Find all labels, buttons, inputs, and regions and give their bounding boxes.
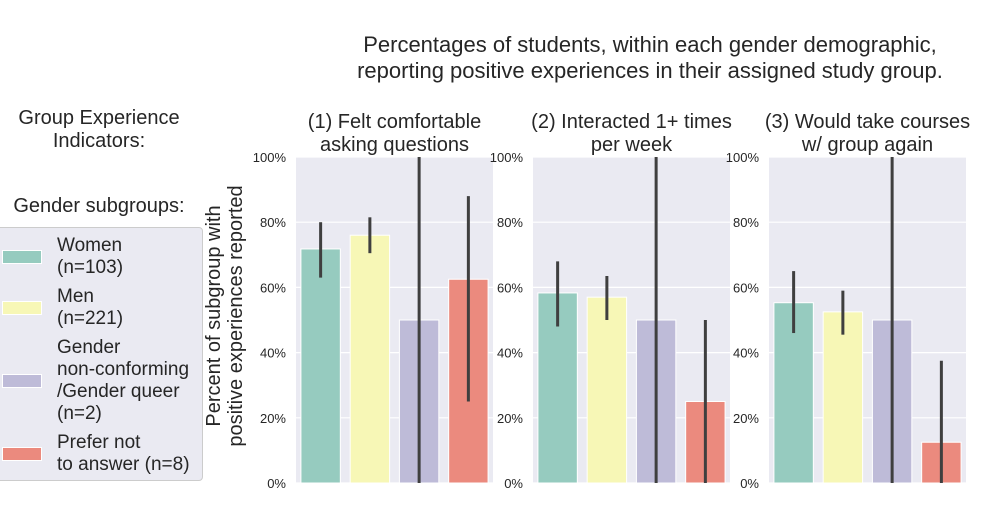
legend-swatch-women <box>2 250 42 264</box>
panel-1-y-tick-label: 80% <box>260 215 286 230</box>
subgroups-heading: Gender subgroups: <box>13 195 185 217</box>
legend-entry-women: Women (n=103) <box>0 235 123 279</box>
panel-2-bar-men <box>586 296 628 484</box>
panel-3-y-tick-label: 0% <box>740 476 759 491</box>
panel-1-title-line-1: (1) Felt comfortable <box>308 111 481 133</box>
panel-2-y-tick-label: 40% <box>497 346 523 361</box>
panel-1-y-tick-label: 0% <box>267 476 286 491</box>
panel-1-y-tick-label: 100% <box>253 150 287 165</box>
indicators-heading-line-2: Indicators: <box>52 130 146 152</box>
panel-2-title-line-1: (2) Interacted 1+ times <box>531 111 732 133</box>
indicators-heading: Group Experience Indicators: <box>0 107 198 153</box>
legend-entry-men: Men (n=221) <box>0 286 123 330</box>
panel-3-y-tick-label: 100% <box>726 150 760 165</box>
panel-2-title-line-2: per week <box>591 134 673 156</box>
panel-2-y-tick-label: 60% <box>497 280 523 295</box>
legend-swatch-nonconforming <box>2 374 42 388</box>
legend-entry-prefer-not: Prefer not to answer (n=8) <box>0 432 190 476</box>
legend-label-men: Men (n=221) <box>57 286 124 329</box>
panel-3-y-tick-label: 60% <box>733 280 759 295</box>
panel-1-y-tick-label: 60% <box>260 280 286 295</box>
indicators-heading-line-1: Group Experience <box>18 107 180 129</box>
panel-3-title-line-1: (3) Would take courses <box>765 111 970 133</box>
suptitle-line-1: Percentages of students, within each gen… <box>363 32 937 57</box>
panel-2-y-tick-label: 20% <box>497 411 523 426</box>
panel-2-y-tick-label: 100% <box>490 150 524 165</box>
legend-swatch-men <box>2 301 42 315</box>
panel-1-title-line-2: asking questions <box>320 134 469 156</box>
panel-1-y-tick-label: 20% <box>260 411 286 426</box>
legend-swatch-prefer-not <box>2 447 42 461</box>
legend <box>0 227 203 481</box>
chart-suptitle: Percentages of students, within each gen… <box>300 32 988 84</box>
suptitle-line-2: reporting positive experiences in their … <box>357 58 943 83</box>
panel-2-y-tick-label: 80% <box>497 215 523 230</box>
panel-1-bar-women <box>300 248 341 484</box>
panel-1-y-tick-label: 40% <box>260 346 286 361</box>
legend-entry-nonconforming: Gender non-conforming /Gender queer (n=2… <box>0 337 189 425</box>
legend-label-women: Women (n=103) <box>57 235 124 278</box>
panel-3-bar-men <box>822 311 864 484</box>
panel-2-y-tick-label: 0% <box>504 476 523 491</box>
legend-label-nonconforming: Gender non-conforming /Gender queer (n=2… <box>57 337 190 424</box>
panel-3-y-tick-label: 20% <box>733 411 759 426</box>
legend-label-prefer-not: Prefer not to answer (n=8) <box>57 432 190 475</box>
panel-3-title-line-2: w/ group again <box>801 134 933 156</box>
panel-1-bar-men <box>349 234 391 484</box>
panel-3-y-tick-label: 40% <box>733 346 759 361</box>
panel-3-y-tick-label: 80% <box>733 215 759 230</box>
